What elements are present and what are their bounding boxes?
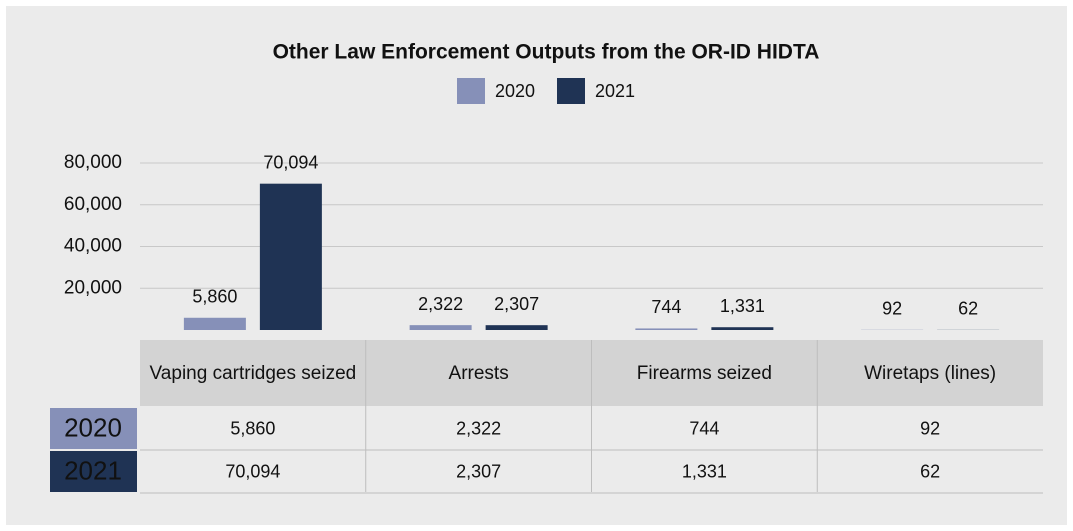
table-cell: 2,322 bbox=[456, 418, 501, 438]
legend-label: 2021 bbox=[595, 81, 635, 101]
category-cell: Firearms seized bbox=[636, 362, 772, 384]
panel bbox=[6, 6, 1067, 525]
data-label: 70,094 bbox=[263, 152, 318, 172]
category-cell: Arrests bbox=[448, 362, 509, 384]
y-tick-label: 40,000 bbox=[64, 236, 122, 257]
table-cell: 744 bbox=[689, 418, 719, 438]
row-header bbox=[50, 451, 137, 492]
y-tick-label: 20,000 bbox=[64, 277, 122, 298]
data-label: 744 bbox=[651, 297, 681, 317]
data-label: 62 bbox=[958, 299, 978, 319]
row-header-label: 2020 bbox=[64, 412, 122, 442]
bar bbox=[635, 328, 698, 330]
category-label: Arrests bbox=[448, 362, 509, 384]
legend-swatch bbox=[457, 78, 485, 104]
category-label: Firearms seized bbox=[636, 362, 772, 384]
category-cell: Wiretaps (lines) bbox=[864, 362, 997, 384]
table-cell: 5,860 bbox=[230, 418, 275, 438]
y-tick-label: 60,000 bbox=[64, 194, 122, 215]
table-cell: 70,094 bbox=[225, 461, 280, 481]
data-label: 92 bbox=[882, 299, 902, 319]
data-label: 1,331 bbox=[720, 296, 765, 316]
table-cell: 1,331 bbox=[682, 461, 727, 481]
category-label: Wiretaps (lines) bbox=[864, 362, 997, 384]
data-label: 2,322 bbox=[418, 294, 463, 314]
row-header bbox=[50, 408, 137, 449]
bar bbox=[409, 325, 472, 330]
table-cell: 62 bbox=[920, 461, 940, 481]
legend-swatch bbox=[557, 78, 585, 104]
table-cell: 92 bbox=[920, 418, 940, 438]
category-label: Vaping cartridges seized bbox=[149, 362, 357, 384]
table-cell: 2,307 bbox=[456, 461, 501, 481]
bar bbox=[259, 183, 322, 330]
y-tick-label: 80,000 bbox=[64, 152, 122, 173]
category-cell: Vaping cartridges seized bbox=[149, 362, 357, 384]
bar bbox=[183, 317, 246, 330]
data-label: 2,307 bbox=[494, 294, 539, 314]
row-header-label: 2021 bbox=[64, 455, 122, 485]
chart-title: Other Law Enforcement Outputs from the O… bbox=[273, 41, 820, 64]
legend-label: 2020 bbox=[495, 81, 535, 101]
data-label: 5,860 bbox=[192, 287, 237, 307]
bar bbox=[711, 327, 774, 330]
bar bbox=[485, 325, 548, 330]
